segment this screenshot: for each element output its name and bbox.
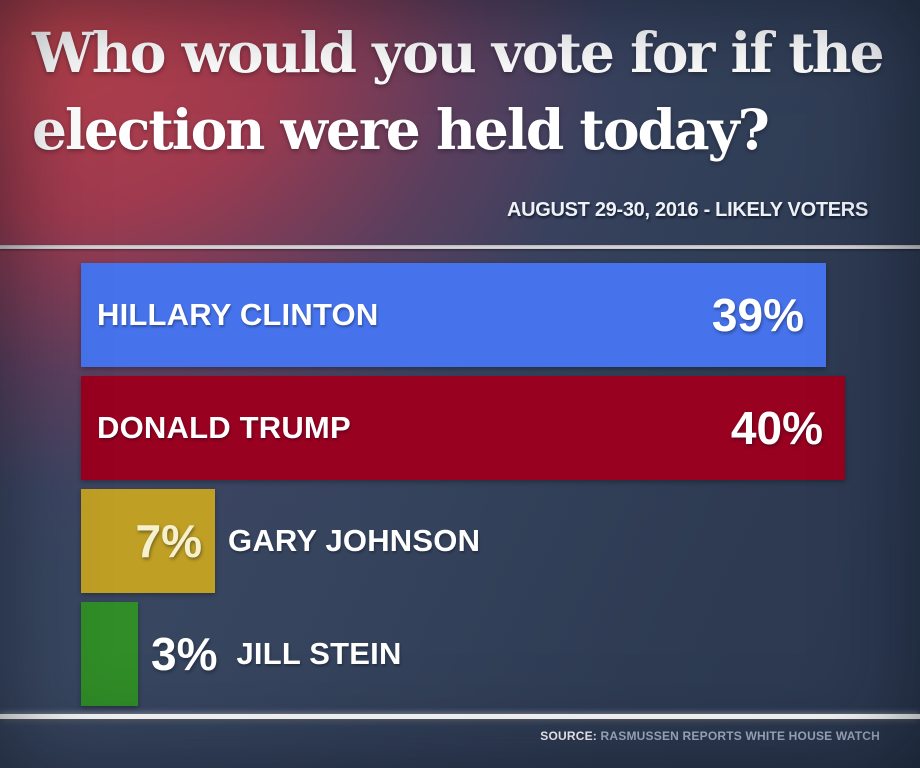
chart-bar xyxy=(81,602,138,706)
bottom-divider-line xyxy=(0,714,920,719)
candidate-value-label: 7% xyxy=(135,515,202,567)
page-title: Who would you vote for if the election w… xyxy=(32,14,885,168)
chart-bar-row: 7% GARY JOHNSON xyxy=(81,489,845,593)
candidate-name-label: JILL STEIN xyxy=(236,636,402,671)
candidate-value-label: 39% xyxy=(711,289,804,341)
title-line-1: Who would you vote for if the xyxy=(32,20,885,85)
chart-bar: 7% xyxy=(81,489,215,593)
chart-bar-row: HILLARY CLINTON 39% xyxy=(81,263,845,367)
top-divider-line xyxy=(0,245,920,249)
chart-bar: HILLARY CLINTON 39% xyxy=(81,263,826,367)
bar-outside-labels: 3% JILL STEIN xyxy=(151,602,402,706)
candidate-name-label: DONALD TRUMP xyxy=(97,410,351,445)
candidate-value-label: 3% xyxy=(151,628,218,680)
chart-bar-row: 3% JILL STEIN xyxy=(81,602,845,706)
bar-chart: HILLARY CLINTON 39% DONALD TRUMP 40% 7% GA… xyxy=(81,263,845,715)
candidate-name-label: GARY JOHNSON xyxy=(228,523,481,558)
chart-bar: DONALD TRUMP 40% xyxy=(81,376,845,480)
candidate-value-label: 40% xyxy=(730,402,823,454)
poll-date-subtitle: AUGUST 29-30, 2016 - LIKELY VOTERS xyxy=(506,199,868,221)
source-attribution: SOURCE: RASMUSSEN REPORTS WHITE HOUSE WA… xyxy=(540,729,880,743)
source-text: RASMUSSEN REPORTS WHITE HOUSE WATCH xyxy=(597,729,880,743)
candidate-name-label: HILLARY CLINTON xyxy=(97,297,379,332)
title-line-2: election were held today? xyxy=(32,97,770,162)
bar-outside-labels: GARY JOHNSON xyxy=(228,489,480,593)
chart-bar-row: DONALD TRUMP 40% xyxy=(81,376,845,480)
source-label: SOURCE: xyxy=(540,729,597,743)
